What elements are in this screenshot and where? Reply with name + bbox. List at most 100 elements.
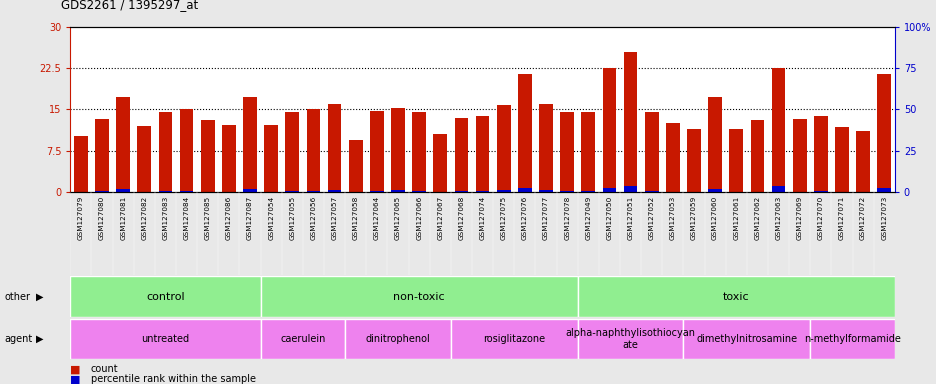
Text: GSM127082: GSM127082 bbox=[141, 196, 147, 240]
Text: GSM127053: GSM127053 bbox=[669, 196, 675, 240]
Text: GSM127076: GSM127076 bbox=[521, 196, 527, 240]
Bar bbox=[813, 116, 826, 192]
Text: GSM127057: GSM127057 bbox=[331, 196, 337, 240]
Bar bbox=[138, 126, 151, 192]
Bar bbox=[344, 319, 450, 359]
Text: GSM127081: GSM127081 bbox=[120, 196, 126, 240]
Text: dinitrophenol: dinitrophenol bbox=[365, 334, 430, 344]
Bar bbox=[644, 191, 658, 192]
Bar bbox=[412, 191, 426, 192]
Bar bbox=[74, 136, 88, 192]
Text: percentile rank within the sample: percentile rank within the sample bbox=[91, 374, 256, 384]
Bar bbox=[370, 191, 384, 192]
Text: ▶: ▶ bbox=[36, 291, 43, 302]
Text: GSM127086: GSM127086 bbox=[226, 196, 231, 240]
Text: GSM127058: GSM127058 bbox=[352, 196, 358, 240]
Text: GSM127052: GSM127052 bbox=[648, 196, 654, 240]
Text: rosiglitazone: rosiglitazone bbox=[483, 334, 545, 344]
Bar bbox=[475, 116, 489, 192]
Bar bbox=[518, 74, 531, 192]
Text: GSM127071: GSM127071 bbox=[838, 196, 844, 240]
Bar bbox=[180, 191, 193, 192]
Bar bbox=[496, 190, 510, 192]
Text: GSM127055: GSM127055 bbox=[289, 196, 295, 240]
Bar bbox=[578, 276, 894, 317]
Bar bbox=[242, 97, 256, 192]
Bar bbox=[390, 190, 404, 192]
Bar bbox=[602, 68, 616, 192]
Bar bbox=[222, 125, 236, 192]
Bar bbox=[116, 189, 130, 192]
Bar bbox=[242, 189, 256, 192]
Bar bbox=[95, 191, 109, 192]
Text: GSM127072: GSM127072 bbox=[859, 196, 865, 240]
Text: GSM127059: GSM127059 bbox=[690, 196, 696, 240]
Bar bbox=[285, 112, 299, 192]
Bar bbox=[728, 129, 742, 192]
Text: n-methylformamide: n-methylformamide bbox=[803, 334, 900, 344]
Text: count: count bbox=[91, 364, 118, 374]
Text: GSM127064: GSM127064 bbox=[373, 196, 379, 240]
Bar bbox=[580, 112, 594, 192]
Bar bbox=[876, 74, 890, 192]
Text: GSM127060: GSM127060 bbox=[711, 196, 717, 240]
Text: GSM127065: GSM127065 bbox=[395, 196, 401, 240]
Text: GSM127079: GSM127079 bbox=[78, 196, 83, 240]
Bar bbox=[682, 319, 810, 359]
Bar bbox=[412, 112, 426, 192]
Text: GSM127056: GSM127056 bbox=[310, 196, 316, 240]
Text: GDS2261 / 1395297_at: GDS2261 / 1395297_at bbox=[61, 0, 197, 12]
Bar bbox=[180, 109, 193, 192]
Text: GSM127074: GSM127074 bbox=[479, 196, 485, 240]
Text: GSM127068: GSM127068 bbox=[458, 196, 464, 240]
Text: GSM127054: GSM127054 bbox=[268, 196, 274, 240]
Bar bbox=[370, 111, 384, 192]
Bar bbox=[708, 97, 722, 192]
Bar bbox=[580, 191, 594, 192]
Bar bbox=[771, 68, 784, 192]
Text: GSM127077: GSM127077 bbox=[542, 196, 548, 240]
Bar bbox=[602, 188, 616, 192]
Text: GSM127084: GSM127084 bbox=[183, 196, 189, 240]
Text: other: other bbox=[5, 291, 31, 302]
Bar bbox=[856, 131, 869, 192]
Bar bbox=[158, 112, 172, 192]
Text: dimethylnitrosamine: dimethylnitrosamine bbox=[695, 334, 797, 344]
Bar bbox=[454, 191, 468, 192]
Bar bbox=[686, 129, 700, 192]
Bar bbox=[200, 121, 214, 192]
Text: ■: ■ bbox=[70, 374, 80, 384]
Text: ▶: ▶ bbox=[36, 334, 43, 344]
Bar bbox=[95, 119, 109, 192]
Bar bbox=[834, 127, 848, 192]
Bar bbox=[260, 319, 344, 359]
Bar bbox=[750, 121, 764, 192]
Text: GSM127073: GSM127073 bbox=[881, 196, 886, 240]
Bar bbox=[70, 319, 260, 359]
Bar bbox=[264, 125, 278, 192]
Bar bbox=[475, 191, 489, 192]
Bar bbox=[771, 186, 784, 192]
Bar bbox=[644, 112, 658, 192]
Bar bbox=[306, 191, 320, 192]
Text: GSM127062: GSM127062 bbox=[753, 196, 760, 240]
Bar bbox=[454, 118, 468, 192]
Bar bbox=[560, 191, 574, 192]
Text: untreated: untreated bbox=[141, 334, 189, 344]
Bar bbox=[538, 190, 552, 192]
Text: GSM127067: GSM127067 bbox=[437, 196, 443, 240]
Text: GSM127085: GSM127085 bbox=[204, 196, 211, 240]
Text: GSM127080: GSM127080 bbox=[99, 196, 105, 240]
Text: toxic: toxic bbox=[723, 291, 749, 302]
Bar bbox=[328, 190, 341, 192]
Bar bbox=[348, 140, 362, 192]
Text: GSM127061: GSM127061 bbox=[733, 196, 739, 240]
Bar bbox=[450, 319, 578, 359]
Bar bbox=[810, 319, 894, 359]
Bar bbox=[665, 123, 679, 192]
Bar bbox=[70, 276, 260, 317]
Bar bbox=[708, 189, 722, 192]
Bar bbox=[433, 134, 446, 192]
Bar bbox=[116, 97, 130, 192]
Bar bbox=[260, 276, 578, 317]
